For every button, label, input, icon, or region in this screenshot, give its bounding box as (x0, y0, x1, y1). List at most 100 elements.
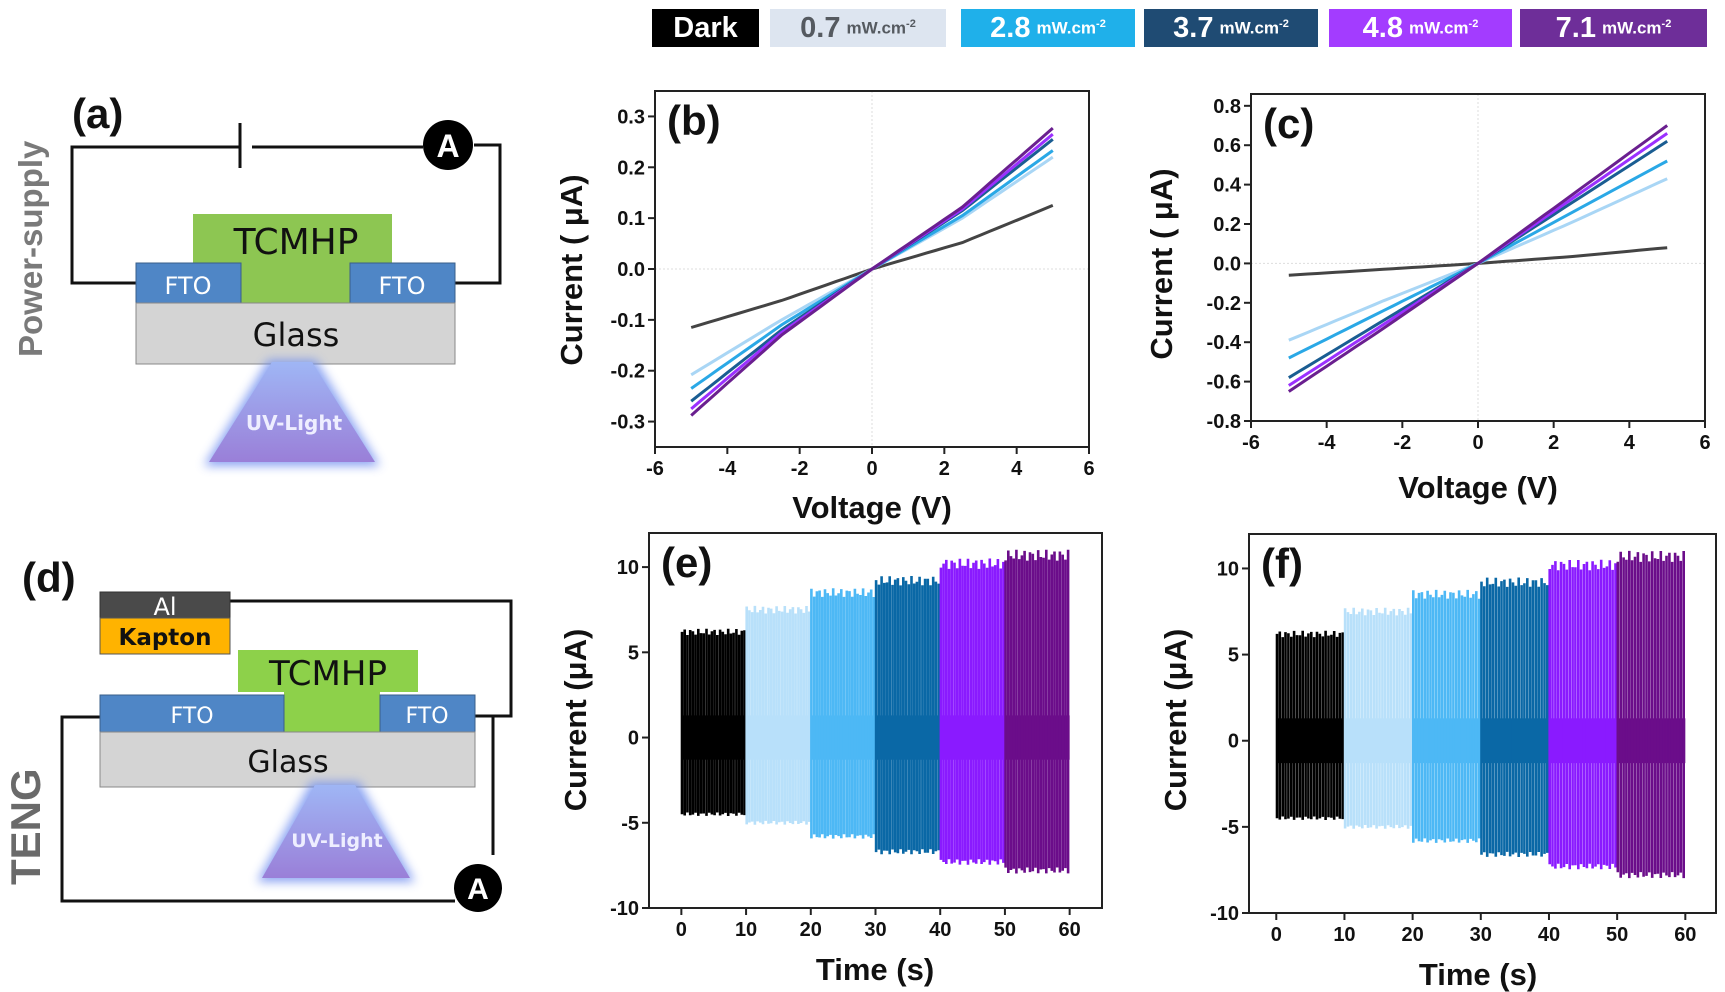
x-tick-label: 20 (1401, 924, 1423, 946)
y-tick-label: 0.8 (1213, 96, 1241, 118)
legend-unit: mW.cm-2 (846, 17, 916, 38)
legend-value: 2.8 (990, 11, 1031, 44)
glass-label: Glass (253, 316, 340, 354)
y-tick-label: 0.1 (617, 208, 645, 230)
chart-e: 0 10 20 30 40 50 60 -10 -5 0 5 10 Time (s) Current (μ… (558, 532, 1103, 987)
x-axis-label: Voltage (V) (792, 490, 952, 525)
x-tick-label: 10 (735, 919, 757, 941)
x-tick-label: 0 (866, 458, 877, 480)
tcmhp-label: TCMHP (233, 222, 359, 263)
y-tick-label: 5 (1228, 645, 1239, 667)
panel-label: (c) (1263, 100, 1314, 147)
series-pulses (745, 605, 811, 825)
x-tick-label: -4 (1318, 432, 1337, 454)
series-pulses (810, 588, 876, 839)
ammeter-icon (423, 120, 473, 170)
y-tick-label: -0.2 (611, 361, 645, 383)
fto-left (99, 694, 285, 733)
legend-item: 2.8 mW.cm-2 (961, 9, 1135, 47)
x-tick-label: 4 (1011, 458, 1023, 480)
y-axis-label: Current ( μA) (1144, 168, 1179, 359)
x-tick-label: 6 (1699, 432, 1710, 454)
legend-item: Dark (652, 9, 759, 47)
y-tick-label: 0.2 (1213, 214, 1241, 236)
y-tick-label: 5 (628, 642, 639, 664)
legend-item: 4.8 mW.cm-2 (1329, 9, 1512, 47)
glass-label: Glass (247, 745, 328, 780)
x-axis-label: Time (s) (1419, 957, 1537, 992)
y-tick-label: 0 (628, 728, 639, 750)
series-line (1287, 124, 1669, 393)
x-axis-label: Time (s) (816, 952, 934, 987)
y-tick-label: -0.3 (611, 412, 645, 434)
panel-label: (f) (1261, 540, 1303, 587)
x-tick-label: 60 (1674, 924, 1696, 946)
legend-value: 4.8 (1362, 11, 1403, 44)
y-axis-label: Current (μA) (1158, 629, 1193, 812)
y-tick-label: 0.0 (617, 259, 645, 281)
series-pulses (939, 558, 1005, 865)
uv-light-label: UV-Light (246, 411, 343, 435)
x-tick-label: 2 (1548, 432, 1559, 454)
series-pulses (874, 576, 940, 855)
fto-left (135, 262, 242, 304)
series-pulses (1275, 630, 1345, 820)
x-tick-label: 2 (939, 458, 950, 480)
series-pulses (1480, 577, 1549, 857)
chart-b: -6 -4 -2 0 2 4 6 -0.3 -0.2 -0.1 0.0 0.1 0.2 0.3 Voltag… (554, 90, 1095, 525)
y-tick-label: -0.6 (1207, 372, 1241, 394)
x-tick-label: 60 (1059, 919, 1081, 941)
legend-unit: mW.cm-2 (1409, 17, 1479, 38)
x-tick-label: -6 (646, 458, 664, 480)
x-tick-label: 0 (676, 919, 687, 941)
x-tick-label: 50 (994, 919, 1016, 941)
x-tick-label: 0 (1271, 924, 1282, 946)
x-tick-label: 30 (864, 919, 886, 941)
uv-light-source (209, 362, 375, 462)
teng-label: TENG (2, 768, 49, 885)
y-tick-label: -10 (1210, 903, 1239, 925)
series-pulses (1616, 550, 1685, 879)
y-tick-label: -5 (621, 813, 639, 835)
series-pulses (1343, 607, 1413, 829)
y-tick-label: 0 (1228, 731, 1239, 753)
fto-left-label: FTO (165, 272, 212, 300)
x-tick-label: 20 (800, 919, 822, 941)
chart-f: 0 10 20 30 40 50 60 -10 -5 0 5 10 Time (s) Current (μ… (1158, 533, 1717, 992)
y-tick-label: 0.6 (1213, 135, 1241, 157)
y-tick-label: -0.4 (1207, 332, 1242, 354)
series-pulses (1412, 589, 1481, 843)
plot-frame (1248, 533, 1717, 914)
ammeter-label: A (436, 128, 459, 164)
legend-unit: mW.cm-2 (1219, 17, 1289, 38)
y-tick-label: -0.2 (1207, 293, 1241, 315)
panel-label-a: (a) (72, 90, 123, 137)
y-tick-label: -5 (1221, 817, 1239, 839)
series-pulses (1548, 559, 1617, 870)
x-tick-label: 50 (1606, 924, 1628, 946)
x-tick-label: 6 (1083, 458, 1094, 480)
y-tick-label: -0.8 (1207, 411, 1241, 433)
panel-label: (e) (661, 539, 712, 586)
panel-label: (b) (667, 97, 721, 144)
x-tick-label: -6 (1242, 432, 1260, 454)
uv-light-label: UV-Light (291, 830, 382, 852)
al-label: Al (153, 593, 176, 621)
panel-label-d: (d) (22, 554, 76, 601)
y-tick-label: 10 (1217, 558, 1239, 580)
legend-value: Dark (673, 11, 738, 44)
legend-item: 3.7 mW.cm-2 (1144, 9, 1318, 47)
uv-light-source (262, 785, 410, 878)
y-axis-label: Current (μA) (558, 629, 593, 812)
glass-substrate (135, 302, 456, 365)
x-tick-label: -2 (791, 458, 809, 480)
chart-c: -6 -4 -2 0 2 4 6 -0.8 -0.6 -0.4 -0.2 0.0 0.2 0.4 0.6 0.… (1144, 93, 1711, 505)
x-axis-label: Voltage (V) (1398, 470, 1558, 505)
power-supply-label: Power-supply (12, 140, 49, 357)
fto-left-label: FTO (170, 704, 213, 729)
fto-right (379, 694, 476, 733)
x-tick-label: 10 (1333, 924, 1355, 946)
circuit-wire (60, 599, 513, 903)
